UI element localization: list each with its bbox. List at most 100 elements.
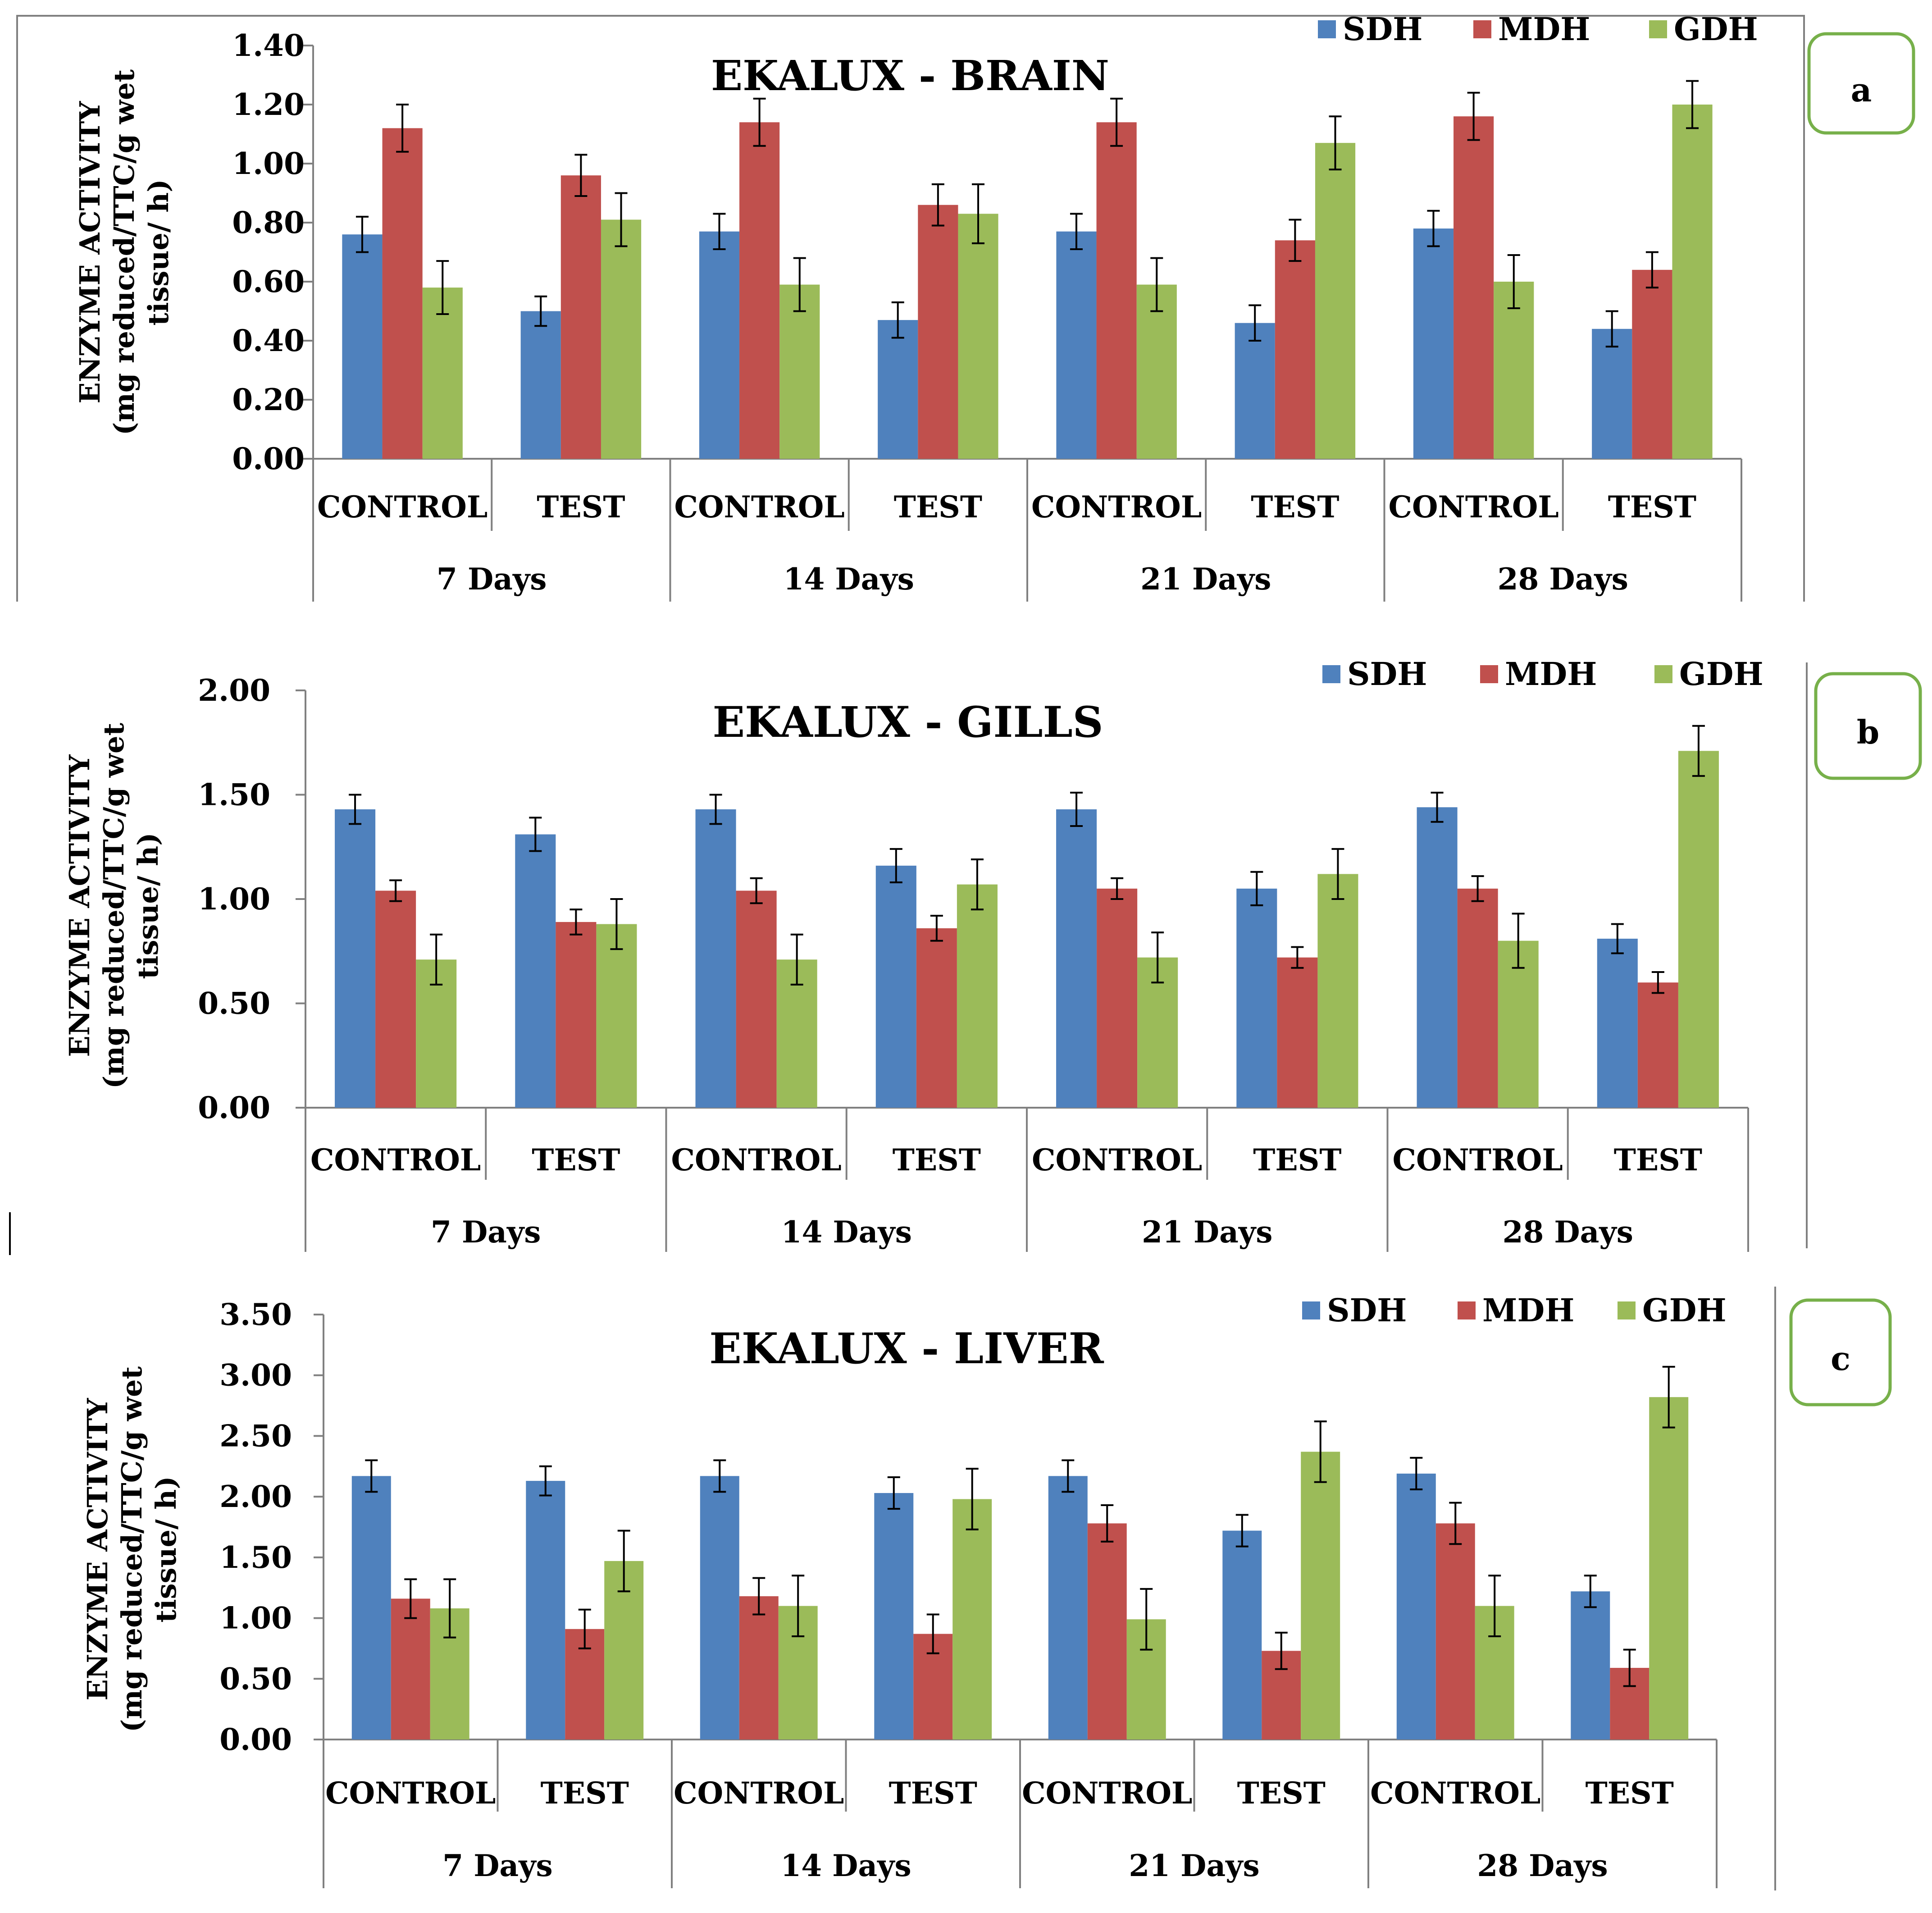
bar-sdh bbox=[526, 1481, 565, 1740]
category-label: CONTROL bbox=[1393, 1142, 1563, 1178]
group-label: 28 Days bbox=[1498, 562, 1628, 597]
bar-mdh bbox=[1435, 1523, 1475, 1740]
bar-gdh bbox=[957, 884, 998, 1108]
bar-sdh bbox=[1056, 231, 1097, 459]
category-label: CONTROL bbox=[671, 1142, 842, 1178]
legend-swatch-gdh bbox=[1649, 20, 1667, 38]
bar-sdh bbox=[335, 809, 376, 1108]
y-axis-title-line: (mg reduced/TTC/g wet bbox=[97, 723, 130, 1089]
bar-gdh bbox=[422, 288, 463, 459]
group-label: 7 Days bbox=[431, 1214, 541, 1250]
bar-gdh bbox=[1494, 282, 1534, 459]
category-label: CONTROL bbox=[1032, 1142, 1202, 1178]
legend-label-mdh: MDH bbox=[1505, 655, 1597, 693]
legend-swatch-sdh bbox=[1302, 1301, 1320, 1319]
legend-label-gdh: GDH bbox=[1642, 1292, 1727, 1329]
bar-sdh bbox=[1571, 1591, 1610, 1740]
category-label: CONTROL bbox=[1031, 489, 1202, 525]
y-axis-title: ENZYME ACTIVITY (mg reduced/TTC/g wet tiss… bbox=[73, 69, 175, 435]
y-tick-label: 0.80 bbox=[232, 205, 305, 240]
category-label: CONTROL bbox=[674, 489, 845, 525]
y-tick-label: 1.00 bbox=[198, 881, 270, 917]
category-label: TEST bbox=[537, 489, 625, 525]
chart-title: EKALUX - GILLS bbox=[712, 698, 1103, 747]
bar-mdh bbox=[1275, 240, 1315, 459]
category-label: TEST bbox=[1253, 1142, 1341, 1178]
bar-mdh bbox=[739, 1596, 779, 1740]
bar-sdh bbox=[878, 320, 918, 459]
bar-sdh bbox=[1413, 228, 1454, 459]
bar-mdh bbox=[918, 205, 958, 459]
bar-mdh bbox=[739, 122, 780, 459]
y-tick-label: 0.20 bbox=[232, 382, 305, 417]
bar-mdh bbox=[560, 175, 601, 459]
legend-label-sdh: SDH bbox=[1347, 655, 1427, 693]
bar-sdh bbox=[1396, 1473, 1436, 1740]
y-axis-title-line: tissue/ h) bbox=[150, 1476, 182, 1622]
bar-sdh bbox=[342, 234, 383, 459]
bar-gdh bbox=[952, 1499, 992, 1740]
panel-label: c bbox=[1831, 1339, 1850, 1378]
y-axis-title-line: (mg reduced/TTC/g wet bbox=[115, 1366, 148, 1732]
bar-mdh bbox=[1096, 122, 1137, 459]
bar-sdh bbox=[700, 1476, 739, 1740]
bar-gdh bbox=[1315, 143, 1356, 459]
category-label: TEST bbox=[1251, 489, 1339, 525]
bar-sdh bbox=[351, 1476, 391, 1740]
y-axis-title: ENZYME ACTIVITY (mg reduced/TTC/g wet tiss… bbox=[63, 723, 164, 1089]
bar-gdh bbox=[779, 284, 820, 459]
panel-label: b bbox=[1857, 713, 1879, 751]
y-axis-title-line: ENZYME ACTIVITY bbox=[63, 754, 96, 1057]
category-label: TEST bbox=[1586, 1776, 1674, 1811]
y-axis-title-line: tissue/ h) bbox=[132, 832, 164, 979]
bar-sdh bbox=[1048, 1476, 1088, 1740]
category-label: TEST bbox=[893, 1142, 981, 1178]
category-label: TEST bbox=[532, 1142, 620, 1178]
group-label: 14 Days bbox=[780, 1848, 911, 1883]
bar-sdh bbox=[515, 834, 556, 1108]
y-tick-label: 3.00 bbox=[219, 1358, 292, 1393]
category-label: TEST bbox=[1614, 1142, 1702, 1178]
y-tick-label: 1.00 bbox=[219, 1601, 292, 1636]
legend-label-mdh: MDH bbox=[1482, 1292, 1574, 1329]
y-tick-label: 0.00 bbox=[198, 1090, 270, 1125]
y-axis-title: ENZYME ACTIVITY (mg reduced/TTC/g wet tiss… bbox=[81, 1366, 182, 1732]
legend-swatch-gdh bbox=[1618, 1301, 1636, 1319]
bar-gdh bbox=[1317, 874, 1358, 1108]
group-label: 14 Days bbox=[781, 1214, 912, 1250]
legend-swatch-sdh bbox=[1318, 20, 1336, 38]
y-axis-title-line: (mg reduced/TTC/g wet bbox=[108, 69, 141, 435]
y-tick-label: 0.00 bbox=[232, 441, 305, 476]
category-label: CONTROL bbox=[1370, 1776, 1540, 1811]
bar-sdh bbox=[1056, 809, 1097, 1108]
panel-label-box bbox=[1789, 1298, 1892, 1406]
bar-gdh bbox=[1136, 284, 1177, 459]
category-label: CONTROL bbox=[317, 489, 488, 525]
group-label: 14 Days bbox=[784, 562, 914, 597]
bar-gdh bbox=[958, 214, 998, 459]
panel-frame bbox=[16, 15, 1805, 602]
bar-sdh bbox=[1236, 888, 1277, 1108]
bar-sdh bbox=[875, 865, 916, 1108]
group-label: 21 Days bbox=[1142, 1214, 1272, 1250]
chart-title: EKALUX - BRAIN bbox=[711, 51, 1109, 100]
group-label: 28 Days bbox=[1477, 1848, 1608, 1883]
bar-mdh bbox=[375, 890, 416, 1108]
bar-sdh bbox=[874, 1493, 914, 1740]
bar-sdh bbox=[520, 311, 561, 459]
bar-mdh bbox=[1097, 888, 1138, 1108]
y-tick-label: 1.20 bbox=[232, 87, 305, 122]
y-tick-label: 1.40 bbox=[232, 28, 305, 63]
legend-label-sdh: SDH bbox=[1327, 1292, 1407, 1329]
chart-panel-c: 0.00 0.50 1.00 1.50 2.00 2.50 3.00 3.50 ENZYME A… bbox=[81, 1287, 1892, 1890]
category-label: CONTROL bbox=[1389, 489, 1559, 525]
bar-gdh bbox=[1672, 105, 1713, 459]
bar-mdh bbox=[736, 890, 777, 1108]
chart-panel-a: 0.00 0.20 0.40 0.60 0.80 1.00 1.20 1.40 ENZYME A… bbox=[16, 10, 1915, 602]
bar-mdh bbox=[1637, 982, 1678, 1108]
bar-mdh bbox=[1087, 1523, 1127, 1740]
bar-mdh bbox=[556, 922, 597, 1108]
category-label: TEST bbox=[894, 489, 982, 525]
legend-swatch-mdh bbox=[1458, 1301, 1476, 1319]
